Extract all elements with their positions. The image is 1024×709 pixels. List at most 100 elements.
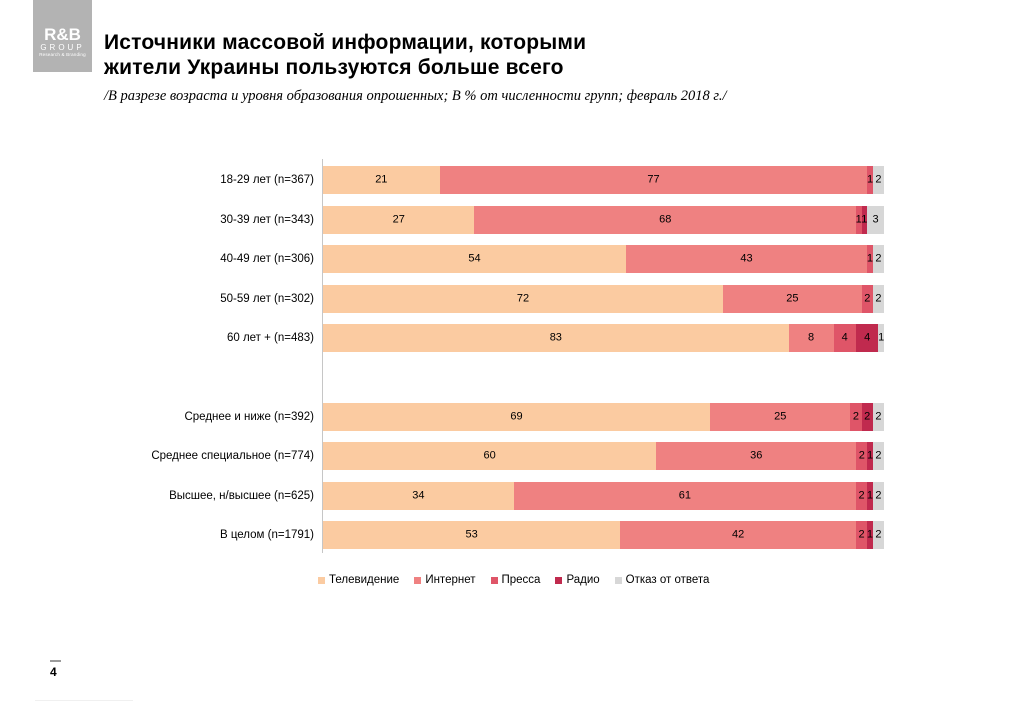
chart-row: 18-29 лет (n=367) 21 77 1 2 — [0, 166, 900, 194]
legend-swatch-tv — [318, 576, 325, 584]
group-spacer — [0, 364, 900, 403]
bar-segment-tv: 83 — [323, 324, 789, 352]
chart-row: В целом (n=1791) 53 42 2 1 2 — [0, 521, 900, 549]
footer-line — [35, 700, 133, 701]
bar-track: 21 77 1 2 — [323, 166, 884, 194]
bar-value-label: 1 — [861, 213, 868, 225]
bar-segment-refusal: 2 — [872, 442, 884, 470]
legend-label: Пресса — [501, 574, 541, 586]
bar-segment-refusal: 2 — [872, 481, 884, 510]
bar-segment-refusal: 3 — [867, 205, 884, 234]
bar-value-label: 42 — [732, 528, 745, 541]
category-label: 50-59 лет (n=302) — [220, 292, 314, 305]
category-label: Среднее специальное (n=774) — [151, 450, 314, 462]
bar-segment-refusal: 1 — [878, 324, 884, 352]
bar-value-label: 2 — [875, 292, 882, 304]
bar-segment-radio: 1 — [866, 481, 874, 510]
bar-value-label: 2 — [875, 449, 882, 462]
bar-segment-tv: 53 — [323, 521, 621, 549]
chart-row: 60 лет + (n=483) 83 8 4 4 1 — [0, 324, 900, 352]
bar-track: 54 43 1 2 — [323, 245, 884, 273]
bar-value-label: 8 — [808, 331, 815, 344]
bar-segment-radio: 1 — [867, 442, 873, 470]
bar-value-label: 2 — [852, 410, 859, 422]
legend-swatch-internet — [414, 576, 422, 584]
legend-swatch-refusal — [614, 576, 622, 584]
bar-segment-internet: 43 — [625, 245, 868, 273]
page-number: 4 — [50, 665, 57, 679]
legend-label: Телевидение — [329, 574, 400, 586]
chart-row: Высшее, н/высшее (n=625) 34 61 2 1 2 — [0, 481, 900, 510]
legend-item-tv: Телевидение — [318, 574, 399, 586]
legend-item-internet: Интернет — [414, 574, 476, 586]
chart-row: Среднее специальное (n=774) 60 36 2 1 2 — [0, 442, 900, 470]
bar-value-label: 21 — [375, 173, 388, 186]
bar-segment-tv: 27 — [323, 205, 475, 234]
bar-segment-tv: 69 — [323, 402, 711, 431]
bar-value-label: 3 — [872, 213, 879, 225]
bar-segment-refusal: 2 — [872, 284, 884, 313]
bar-value-label: 2 — [875, 489, 882, 501]
bar-segment-tv: 54 — [323, 245, 626, 273]
legend-item-press: Пресса — [490, 574, 541, 586]
category-label: 60 лет + (n=483) — [226, 332, 314, 344]
chart-row: 40-49 лет (n=306) 54 43 1 2 — [0, 245, 900, 273]
bar-segment-internet: 68 — [474, 205, 856, 234]
bar-segment-internet: 61 — [513, 481, 856, 510]
bar-value-label: 34 — [412, 489, 425, 501]
bar-value-label: 54 — [468, 252, 481, 265]
bar-value-label: 36 — [750, 449, 763, 462]
category-label: 40-49 лет (n=306) — [220, 253, 314, 265]
bar-value-label: 2 — [875, 252, 882, 265]
bar-track: 53 42 2 1 2 — [323, 521, 884, 549]
logo-text-tagline: Research & Branding — [39, 52, 86, 57]
bar-value-label: 2 — [864, 410, 871, 422]
bar-segment-internet: 25 — [710, 402, 851, 431]
bar-value-label: 2 — [858, 528, 865, 541]
bar-segment-press: 2 — [861, 284, 873, 313]
bar-value-label: 2 — [864, 292, 871, 304]
bar-value-label: 43 — [740, 252, 753, 265]
bar-value-label: 2 — [875, 173, 882, 186]
bar-value-label: 2 — [875, 410, 882, 422]
bar-value-label: 60 — [483, 449, 496, 462]
bar-track: 34 61 2 1 2 — [323, 481, 884, 510]
bar-segment-press: 2 — [856, 442, 868, 470]
rnb-group-logo: R&B GROUP Research & Branding — [33, 0, 92, 72]
page-title: Источники массовой информации, которыми … — [104, 31, 587, 79]
bar-value-label: 4 — [864, 331, 871, 344]
bar-segment-tv: 21 — [323, 166, 440, 194]
bar-track: 83 8 4 4 1 — [323, 324, 884, 352]
bar-value-label: 1 — [866, 489, 874, 501]
legend-swatch-press — [490, 576, 498, 584]
bar-value-label: 2 — [875, 528, 882, 541]
bar-track: 60 36 2 1 2 — [323, 442, 884, 470]
category-label: В целом (n=1791) — [219, 529, 314, 541]
bar-value-label: 1 — [866, 252, 874, 265]
category-label: Среднее и ниже (n=392) — [184, 410, 314, 423]
bar-segment-tv: 72 — [323, 284, 723, 313]
bar-value-label: 25 — [786, 292, 799, 304]
bar-segment-refusal: 2 — [872, 521, 884, 549]
bar-value-label: 72 — [516, 292, 530, 304]
page-subtitle: /В разрезе возраста и уровня образования… — [104, 88, 727, 104]
bar-segment-refusal: 2 — [872, 245, 884, 273]
bar-segment-press: 1 — [867, 245, 873, 273]
logo-text-rb: R&B — [44, 25, 81, 44]
legend-label: Отказ от ответа — [625, 574, 710, 586]
bar-segment-press: 4 — [833, 324, 856, 352]
bar-value-label: 69 — [510, 410, 523, 422]
bar-value-label: 4 — [841, 331, 848, 344]
bar-segment-radio: 4 — [855, 324, 879, 352]
bar-value-label: 1 — [878, 331, 885, 344]
legend-swatch-radio — [555, 576, 563, 584]
chart-row: Среднее и ниже (n=392) 69 25 2 2 2 — [0, 402, 900, 431]
bar-value-label: 2 — [858, 449, 865, 462]
chart-row: 30-39 лет (n=343) 27 68 1 1 3 — [0, 205, 900, 234]
bar-track: 69 25 2 2 2 — [323, 402, 884, 431]
footer-dash — [50, 660, 61, 662]
legend-item-radio: Радио — [555, 574, 600, 586]
stacked-bar-chart: 18-29 лет (n=367) 21 77 1 2 30-39 лет (n=343)… — [0, 166, 900, 561]
bar-segment-radio: 1 — [861, 205, 868, 234]
bar-value-label: 77 — [647, 173, 660, 186]
